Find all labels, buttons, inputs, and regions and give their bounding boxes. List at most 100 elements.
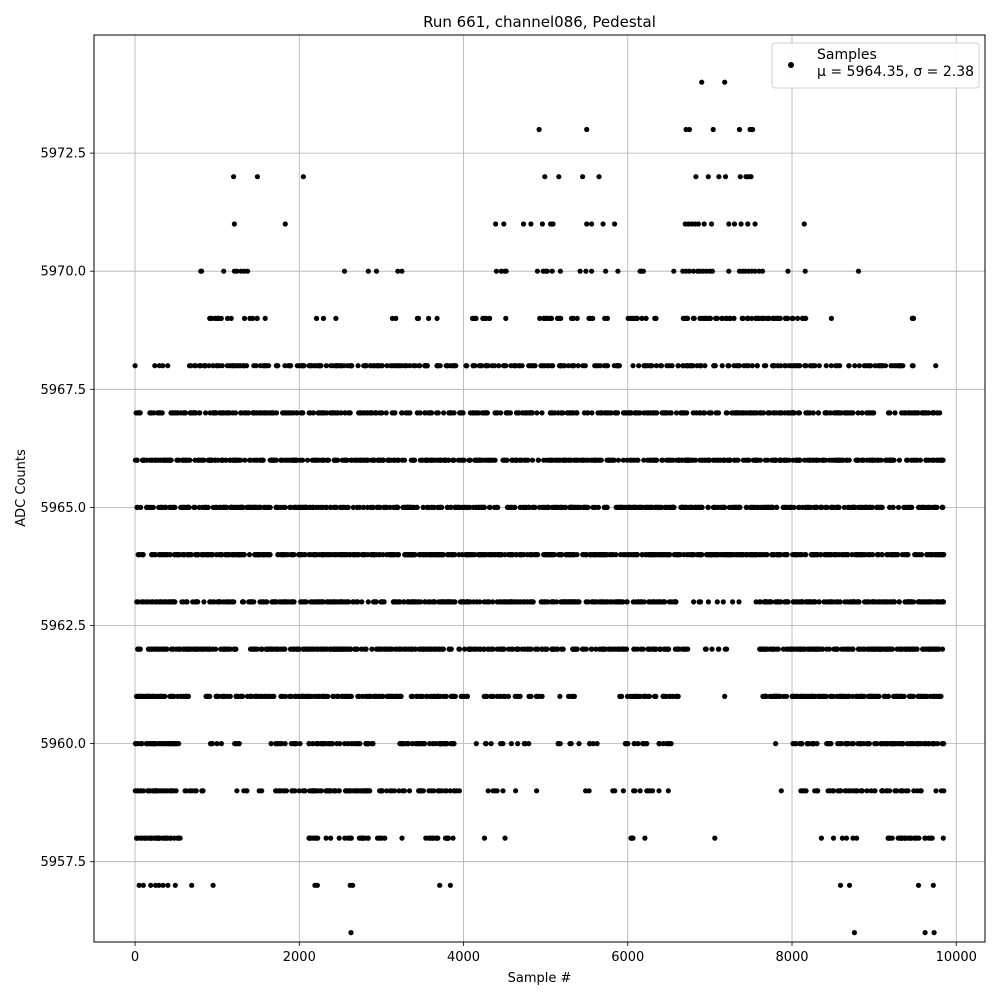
data-point [399,363,405,369]
data-point [238,410,244,416]
data-point [278,457,284,463]
data-point [887,410,893,416]
data-point [889,646,896,652]
data-point [549,410,555,416]
data-point [330,552,337,558]
data-point [861,363,867,369]
data-point [405,552,411,558]
data-point [427,741,433,747]
data-point [584,221,590,227]
data-point [417,363,423,369]
data-point [192,788,198,794]
data-point [512,363,519,369]
data-point [335,410,341,416]
data-point [528,410,535,416]
data-point [373,268,380,274]
data-point [234,788,240,794]
data-point [226,552,232,558]
data-point [246,504,252,510]
data-point [165,788,171,794]
data-point [445,504,451,510]
data-point [931,930,937,936]
data-point [422,410,428,416]
data-point [393,315,399,321]
data-point [748,410,754,416]
data-point [570,646,576,652]
data-point [409,457,416,463]
data-point [932,693,938,700]
data-point [736,363,742,369]
data-point [168,646,175,652]
data-point [191,504,197,510]
data-point [530,504,536,510]
data-point [535,552,541,558]
data-point [226,410,232,416]
data-point [521,741,527,747]
data-point [845,504,851,510]
data-point [371,457,377,463]
data-point [515,741,521,747]
data-point [310,788,317,794]
data-point [362,646,368,652]
data-point [330,363,336,369]
data-point [864,599,870,605]
data-point [902,410,908,416]
data-point [940,599,946,605]
data-point [770,315,776,321]
data-point [590,315,596,321]
data-point [333,315,339,321]
data-point [343,693,349,700]
data-point [879,788,885,794]
data-point [169,599,175,605]
data-point [665,646,671,652]
data-point [896,599,902,605]
data-point [458,457,464,463]
data-point [861,693,867,700]
data-point [193,363,199,369]
data-point [855,646,862,652]
data-point [593,599,599,605]
data-point [218,552,224,558]
data-point [490,646,496,652]
data-point [176,457,182,463]
data-point [226,599,232,605]
data-point [714,599,720,605]
data-point [775,599,781,605]
data-point [730,599,736,605]
data-point [262,315,268,321]
data-point [736,599,742,605]
data-point [314,882,320,888]
data-point [207,315,214,321]
data-point [444,363,450,369]
data-point [197,410,203,416]
plot-background [94,35,985,942]
data-point [906,504,913,510]
data-point [358,457,364,463]
data-point [210,363,216,369]
data-point [810,599,816,605]
data-point [592,363,598,369]
data-point [250,315,256,321]
data-point [759,268,766,274]
x-tick-label: 6000 [611,950,644,965]
data-point [802,646,808,652]
data-point [839,835,846,841]
data-point [722,174,729,180]
data-point [731,221,738,227]
data-point [160,882,166,888]
data-point [908,741,914,747]
data-point [623,646,630,652]
data-point [827,788,833,794]
data-point [801,693,807,700]
data-point [520,221,527,227]
data-point [681,552,687,558]
data-point [543,646,549,652]
data-point [583,268,589,274]
data-point [384,363,390,369]
data-point [903,646,909,652]
data-point [766,410,772,416]
data-point [628,410,634,416]
data-point [492,410,498,416]
data-point [835,788,842,794]
